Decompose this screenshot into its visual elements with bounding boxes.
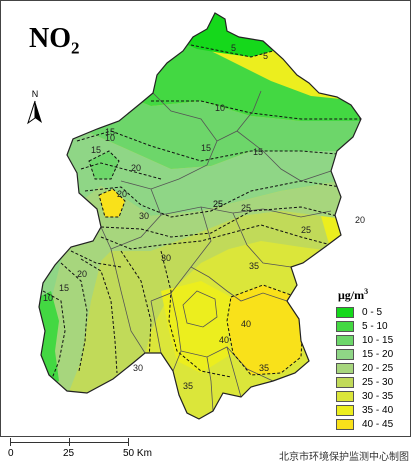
- contour-label: 15: [91, 145, 101, 155]
- legend-swatch: [336, 335, 354, 346]
- scale-tick: [128, 438, 129, 446]
- legend-swatch: [336, 391, 354, 402]
- legend-unit-sup: 3: [364, 287, 369, 296]
- contour-label: 10: [105, 133, 115, 143]
- legend-item: 25 - 30: [336, 376, 412, 389]
- contour-label: 25: [213, 199, 223, 209]
- city-boundary: [38, 12, 362, 420]
- contour-label: 30: [133, 363, 143, 373]
- legend-item: 35 - 40: [336, 404, 412, 417]
- contour-label: 35: [183, 381, 193, 391]
- title-main: NO: [29, 23, 71, 54]
- legend-swatch: [336, 377, 354, 388]
- legend-label: 30 - 35: [362, 391, 394, 402]
- legend-item: 30 - 35: [336, 390, 412, 403]
- legend-title: μg/m3: [338, 287, 412, 303]
- contour-label: 40: [219, 335, 229, 345]
- contour-label: 15: [105, 127, 115, 137]
- legend-item: 40 - 45: [336, 418, 412, 431]
- district-boundaries: [100, 90, 332, 412]
- legend-swatch: [336, 349, 354, 360]
- scale-bar: 0 25 50 Km: [8, 438, 160, 468]
- contour-label: 30: [161, 253, 171, 263]
- contour-label: 15: [59, 283, 69, 293]
- contour-lines: [42, 44, 361, 382]
- contour-label: 5: [231, 43, 236, 53]
- legend-label: 40 - 45: [362, 419, 394, 430]
- legend-rows: 0 - 5 5 - 10 10 - 15 15 - 20 20 - 25 25 - 30 3…: [336, 306, 412, 431]
- legend-label: 0 - 5: [362, 307, 383, 318]
- contour-label: 20: [131, 163, 141, 173]
- scale-label: 0: [8, 448, 14, 459]
- legend-label: 10 - 15: [362, 335, 394, 346]
- map-title: NO2: [29, 23, 80, 59]
- contour-label: 40: [241, 319, 251, 329]
- contour-label: 20: [117, 189, 127, 199]
- title-subscript: 2: [71, 38, 80, 58]
- contour-label: 10: [43, 293, 53, 303]
- legend-label: 20 - 25: [362, 363, 394, 374]
- contour-label: 15: [201, 143, 211, 153]
- north-arrow: N: [23, 89, 47, 129]
- contour-label: 30: [139, 211, 149, 221]
- contour-label: 15: [253, 147, 263, 157]
- legend-swatch: [336, 405, 354, 416]
- contour-label: 25: [301, 225, 311, 235]
- legend-swatch: [336, 419, 354, 430]
- map-credit: 北京市环境保护监测中心制图: [279, 452, 409, 463]
- legend-swatch: [336, 363, 354, 374]
- scale-label: 25: [63, 448, 75, 459]
- contour-label: 10: [215, 103, 225, 113]
- legend-label: 15 - 20: [362, 349, 394, 360]
- north-arrow-icon: [27, 100, 42, 125]
- legend-label: 5 - 10: [362, 321, 388, 332]
- contour-label: 20: [355, 215, 365, 225]
- legend-label: 35 - 40: [362, 405, 394, 416]
- legend-item: 0 - 5: [336, 306, 412, 319]
- contour-label: 25: [241, 203, 251, 213]
- legend-item: 5 - 10: [336, 320, 412, 333]
- legend: μg/m3 0 - 5 5 - 10 10 - 15 15 - 20 20 - 25 25…: [336, 287, 412, 432]
- legend-label: 25 - 30: [362, 377, 394, 388]
- legend-swatch: [336, 321, 354, 332]
- scale-tick: [69, 438, 70, 446]
- contour-label: 35: [249, 261, 259, 271]
- legend-unit: μg/m: [338, 288, 365, 302]
- contour-label: 25: [213, 199, 223, 209]
- scale-label: 50 Km: [123, 448, 152, 459]
- contour-label: 35: [259, 363, 269, 373]
- concentration-map: 5 5 10 10 15 15 15 15 20 20 20 25 25 25 …: [38, 12, 365, 420]
- legend-item: 20 - 25: [336, 362, 412, 375]
- north-label: N: [31, 89, 39, 99]
- contour-label: 20: [77, 269, 87, 279]
- legend-item: 10 - 15: [336, 334, 412, 347]
- legend-item: 15 - 20: [336, 348, 412, 361]
- contour-label: 5: [263, 51, 268, 61]
- map-frame: 5 5 10 10 15 15 15 15 20 20 20 25 25 25 …: [0, 0, 411, 437]
- legend-swatch: [336, 307, 354, 318]
- contour-labels: 5 5 10 10 15 15 15 15 20 20 20 25 25 25 …: [43, 43, 365, 391]
- scale-tick: [10, 438, 11, 446]
